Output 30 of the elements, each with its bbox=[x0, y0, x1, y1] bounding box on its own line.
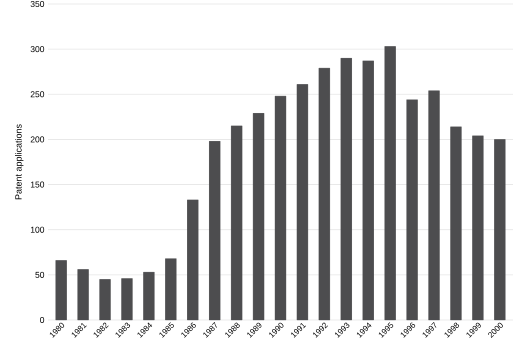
bar bbox=[340, 58, 352, 320]
y-tick-label: 150 bbox=[30, 182, 44, 188]
bar bbox=[384, 46, 396, 320]
y-tick-label: 250 bbox=[30, 91, 44, 98]
bar bbox=[472, 136, 484, 320]
y-axis-title: Patent applications bbox=[15, 124, 24, 200]
bar bbox=[406, 99, 418, 320]
bar bbox=[318, 68, 330, 320]
y-tick-label: 0 bbox=[40, 316, 44, 323]
bar bbox=[494, 139, 506, 320]
bar bbox=[77, 269, 89, 320]
bar bbox=[230, 126, 242, 320]
bar bbox=[209, 141, 220, 320]
bar bbox=[143, 272, 155, 320]
bar bbox=[252, 113, 264, 320]
y-tick-label: 350 bbox=[30, 0, 44, 7]
bar bbox=[121, 278, 133, 320]
bar bbox=[99, 279, 111, 320]
bar bbox=[450, 126, 462, 320]
y-tick-label: 50 bbox=[35, 272, 44, 278]
bar bbox=[187, 200, 198, 320]
y-tick-label: 200 bbox=[30, 136, 44, 142]
bar bbox=[428, 90, 440, 320]
bar bbox=[274, 96, 286, 320]
bar bbox=[55, 260, 67, 320]
y-tick-label: 300 bbox=[30, 46, 44, 52]
bar bbox=[362, 60, 374, 320]
y-tick-label: 100 bbox=[30, 226, 44, 233]
bar bbox=[296, 84, 308, 320]
bar bbox=[165, 258, 177, 320]
